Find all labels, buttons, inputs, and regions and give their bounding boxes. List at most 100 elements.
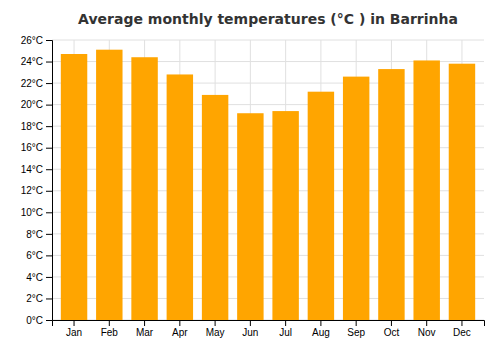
x-tick-label: Sep [347, 327, 365, 338]
y-tick: 2°C [26, 293, 52, 304]
x-tick-label: May [206, 327, 225, 338]
y-tick-mark [46, 62, 52, 63]
x-tick: Nov [418, 320, 436, 338]
y-tick-label: 20°C [21, 99, 43, 110]
x-tick-label: Mar [136, 327, 154, 338]
chart-container: 0°C 2°C 4°C 6°C 8°C 10°C 12°C 14°C 16°C 18°C 20°C 2… [0, 0, 500, 350]
y-tick: 26°C [21, 35, 52, 46]
y-tick-mark [46, 126, 52, 127]
x-tick: Aug [312, 320, 330, 338]
bar [308, 92, 334, 320]
bar [237, 113, 263, 320]
y-tick-label: 8°C [26, 229, 43, 240]
y-tick: 22°C [21, 78, 52, 89]
y-tick: 20°C [21, 99, 52, 110]
x-tick-mark [426, 320, 427, 326]
x-tick-label: Feb [101, 327, 119, 338]
x-tick: Dec [453, 320, 471, 338]
y-axis: 0°C 2°C 4°C 6°C 8°C 10°C 12°C 14°C 16°C 18°C 20°C 2… [21, 35, 53, 326]
x-axis: Jan Feb Mar Apr May Jun Jul Aug Sep Oct Nov Dec [53, 320, 485, 338]
y-tick-mark [46, 320, 52, 321]
bar [343, 77, 369, 320]
y-tick-label: 12°C [21, 185, 43, 196]
y-tick: 6°C [26, 250, 52, 261]
x-tick-label: Jul [279, 327, 292, 338]
x-tick-mark [250, 320, 251, 326]
y-tick-label: 2°C [26, 293, 43, 304]
y-tick: 18°C [21, 121, 52, 132]
x-tick-mark [285, 320, 286, 326]
y-tick-label: 16°C [21, 142, 43, 153]
bars [61, 50, 475, 320]
x-tick: Jun [242, 320, 258, 338]
x-tick: Sep [347, 320, 365, 338]
y-tick-label: 0°C [26, 315, 43, 326]
y-tick: 12°C [21, 185, 52, 196]
y-tick-mark [46, 255, 52, 256]
y-tick: 4°C [26, 272, 52, 283]
bar [272, 111, 298, 320]
title: Average monthly temperatures (°C ) in Ba… [78, 11, 458, 27]
bar [131, 57, 157, 320]
grid [52, 40, 484, 320]
x-tick: Mar [136, 320, 154, 338]
x-tick: Jul [279, 320, 292, 338]
x-tick-mark [356, 320, 357, 326]
y-tick-label: 4°C [26, 272, 43, 283]
bar [413, 60, 439, 320]
y-tick: 0°C [26, 315, 52, 326]
y-axis-line [46, 41, 53, 321]
y-tick-mark [46, 83, 52, 84]
x-tick-mark [109, 320, 110, 326]
y-tick-mark [46, 212, 52, 213]
y-tick-mark [46, 40, 52, 41]
y-tick: 14°C [21, 164, 52, 175]
bar [61, 54, 87, 320]
x-tick-mark [74, 320, 75, 326]
x-tick-mark [144, 320, 145, 326]
x-axis-line [53, 321, 485, 327]
x-tick-mark [461, 320, 462, 326]
x-tick-label: Nov [418, 327, 436, 338]
x-tick-label: Oct [384, 327, 400, 338]
y-tick: 24°C [21, 56, 52, 67]
plot: 0°C 2°C 4°C 6°C 8°C 10°C 12°C 14°C 16°C 18°C 20°C 2… [21, 35, 485, 338]
y-tick-mark [46, 105, 52, 106]
y-tick-mark [46, 234, 52, 235]
y-tick: 8°C [26, 229, 52, 240]
y-tick-label: 22°C [21, 78, 43, 89]
y-tick: 10°C [21, 207, 52, 218]
y-tick-label: 14°C [21, 164, 43, 175]
bar [449, 64, 475, 320]
x-tick: Jan [66, 320, 82, 338]
x-tick-mark [320, 320, 321, 326]
x-tick-mark [179, 320, 180, 326]
x-tick-label: Jan [66, 327, 82, 338]
y-tick-mark [46, 298, 52, 299]
x-tick-label: Apr [172, 327, 188, 338]
x-tick: Oct [384, 320, 400, 338]
chart-svg: 0°C 2°C 4°C 6°C 8°C 10°C 12°C 14°C 16°C 18°C 20°C 2… [0, 0, 500, 350]
y-tick-mark [46, 191, 52, 192]
x-tick: Feb [101, 320, 119, 338]
y-tick-mark [46, 148, 52, 149]
y-tick-label: 6°C [26, 250, 43, 261]
x-tick: Apr [172, 320, 188, 338]
y-tick-mark [46, 277, 52, 278]
bar [167, 74, 193, 320]
y-grid-line [52, 40, 484, 41]
x-tick-mark [391, 320, 392, 326]
bar [202, 95, 228, 320]
y-tick: 16°C [21, 142, 52, 153]
y-tick-label: 18°C [21, 121, 43, 132]
x-tick-label: Dec [453, 327, 471, 338]
y-tick-label: 24°C [21, 56, 43, 67]
x-tick-label: Jun [242, 327, 258, 338]
bar [96, 50, 122, 320]
x-tick-label: Aug [312, 327, 330, 338]
y-tick-label: 10°C [21, 207, 43, 218]
x-tick: May [206, 320, 225, 338]
y-tick-mark [46, 169, 52, 170]
x-tick-mark [215, 320, 216, 326]
y-tick-label: 26°C [21, 35, 43, 46]
